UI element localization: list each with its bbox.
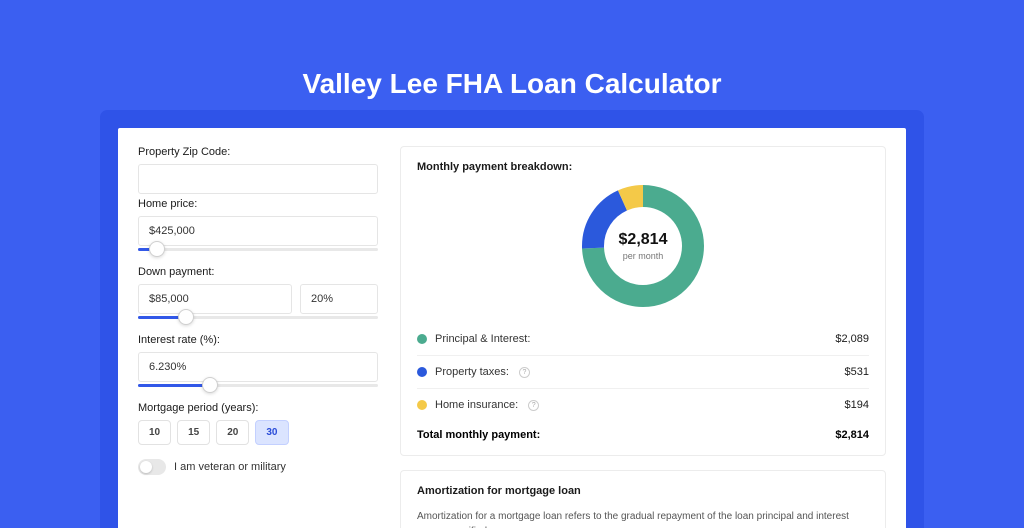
mortgage-period-pill-15[interactable]: 15 bbox=[177, 420, 210, 445]
interest-rate-group: Interest rate (%): bbox=[138, 334, 378, 392]
down-payment-input[interactable] bbox=[138, 284, 292, 314]
veteran-label: I am veteran or military bbox=[174, 461, 286, 473]
down-payment-group: Down payment: bbox=[138, 266, 378, 324]
amortization-panel: Amortization for mortgage loan Amortizat… bbox=[400, 470, 886, 528]
legend-label: Principal & Interest: bbox=[435, 333, 530, 345]
legend-row-1: Property taxes:? $531 bbox=[417, 356, 869, 389]
mortgage-period-pill-10[interactable]: 10 bbox=[138, 420, 171, 445]
down-payment-label: Down payment: bbox=[138, 266, 378, 278]
total-label: Total monthly payment: bbox=[417, 429, 540, 441]
down-payment-slider[interactable] bbox=[138, 312, 378, 324]
legend-label: Home insurance: bbox=[435, 399, 518, 411]
legend-value: $531 bbox=[845, 366, 869, 378]
form-column: Property Zip Code: Home price: Down paym… bbox=[138, 146, 378, 528]
home-price-slider[interactable] bbox=[138, 244, 378, 256]
legend-dot bbox=[417, 334, 427, 344]
breakdown-panel: Monthly payment breakdown: $2,814 per mo… bbox=[400, 146, 886, 456]
home-price-group: Home price: bbox=[138, 198, 378, 256]
calculator-card: Property Zip Code: Home price: Down paym… bbox=[118, 128, 906, 528]
down-payment-percent-input[interactable] bbox=[300, 284, 378, 314]
home-price-label: Home price: bbox=[138, 198, 378, 210]
donut-center-amount: $2,814 bbox=[619, 231, 668, 249]
legend-value: $2,089 bbox=[835, 333, 869, 345]
mortgage-period-pills: 10152030 bbox=[138, 420, 378, 445]
breakdown-legend: Principal & Interest: $2,089 Property taxe… bbox=[417, 323, 869, 421]
veteran-toggle-row: I am veteran or military bbox=[138, 459, 378, 475]
mortgage-period-pill-30[interactable]: 30 bbox=[255, 420, 288, 445]
mortgage-period-group: Mortgage period (years): 10152030 bbox=[138, 402, 378, 445]
legend-dot bbox=[417, 367, 427, 377]
donut-center-sub: per month bbox=[623, 251, 664, 261]
zipcode-label: Property Zip Code: bbox=[138, 146, 378, 158]
amortization-title: Amortization for mortgage loan bbox=[417, 485, 869, 497]
interest-rate-label: Interest rate (%): bbox=[138, 334, 378, 346]
interest-rate-slider[interactable] bbox=[138, 380, 378, 392]
donut-chart: $2,814 per month bbox=[582, 185, 704, 307]
zipcode-input[interactable] bbox=[138, 164, 378, 194]
info-icon[interactable]: ? bbox=[519, 367, 530, 378]
zipcode-group: Property Zip Code: bbox=[138, 146, 378, 194]
legend-row-2: Home insurance:? $194 bbox=[417, 389, 869, 421]
breakdown-title: Monthly payment breakdown: bbox=[417, 161, 869, 173]
total-value: $2,814 bbox=[835, 429, 869, 441]
legend-row-0: Principal & Interest: $2,089 bbox=[417, 323, 869, 356]
mortgage-period-pill-20[interactable]: 20 bbox=[216, 420, 249, 445]
interest-rate-input[interactable] bbox=[138, 352, 378, 382]
veteran-toggle[interactable] bbox=[138, 459, 166, 475]
donut-chart-wrap: $2,814 per month bbox=[417, 185, 869, 307]
legend-dot bbox=[417, 400, 427, 410]
mortgage-period-label: Mortgage period (years): bbox=[138, 402, 378, 414]
total-row: Total monthly payment: $2,814 bbox=[417, 421, 869, 441]
legend-value: $194 bbox=[845, 399, 869, 411]
page-title: Valley Lee FHA Loan Calculator bbox=[0, 0, 1024, 128]
home-price-input[interactable] bbox=[138, 216, 378, 246]
results-column: Monthly payment breakdown: $2,814 per mo… bbox=[400, 146, 886, 528]
info-icon[interactable]: ? bbox=[528, 400, 539, 411]
legend-label: Property taxes: bbox=[435, 366, 509, 378]
